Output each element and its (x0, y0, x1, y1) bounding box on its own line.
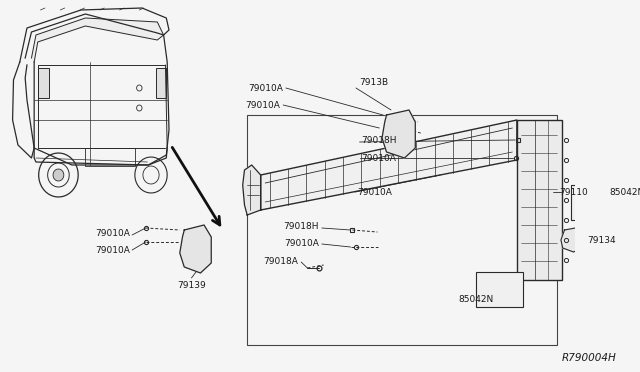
Text: 79010A: 79010A (357, 187, 392, 196)
Text: 7913B: 7913B (360, 77, 388, 87)
Text: 79010A: 79010A (246, 100, 280, 109)
Bar (38, 68, 49, 98)
Text: 79018H: 79018H (284, 221, 319, 231)
Bar (156, 68, 166, 98)
Polygon shape (382, 110, 415, 158)
Polygon shape (180, 225, 211, 273)
Text: 79110: 79110 (559, 187, 588, 196)
Text: 79010A: 79010A (248, 83, 283, 93)
Polygon shape (561, 228, 582, 252)
Text: 79010A: 79010A (95, 228, 131, 237)
Bar (476, 272, 523, 307)
Text: 79010A: 79010A (284, 238, 319, 247)
Polygon shape (31, 18, 164, 62)
Polygon shape (396, 131, 402, 137)
Text: 79010A: 79010A (362, 154, 396, 163)
Text: 79134: 79134 (587, 235, 616, 244)
Text: R790004H: R790004H (562, 353, 616, 363)
Polygon shape (53, 169, 64, 181)
Text: 85042N: 85042N (459, 295, 494, 305)
Polygon shape (243, 165, 260, 215)
Polygon shape (193, 246, 198, 252)
Polygon shape (260, 120, 517, 210)
Text: 79018A: 79018A (264, 257, 298, 266)
Bar (517, 120, 562, 280)
Text: 85042N: 85042N (609, 187, 640, 196)
Bar (247, 115, 557, 345)
Text: 79139: 79139 (177, 280, 206, 289)
Text: 79018H: 79018H (362, 135, 397, 144)
Bar (571, 185, 607, 220)
Text: 79010A: 79010A (95, 246, 131, 254)
Bar (85, 148, 135, 166)
